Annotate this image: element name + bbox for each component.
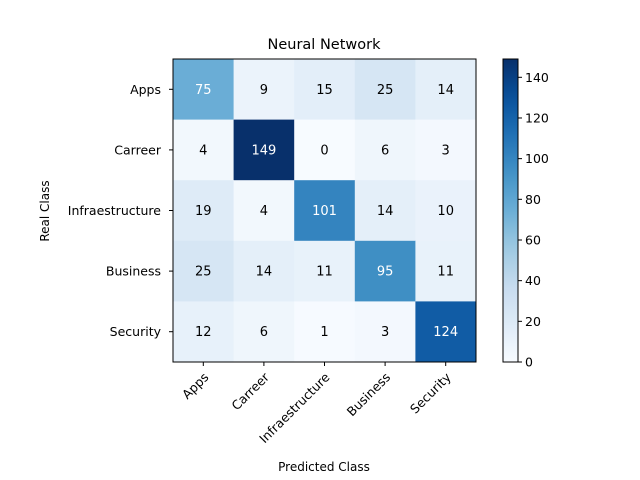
heatmap-cell [415, 180, 477, 242]
cell-value-label: 14 [256, 265, 273, 280]
heatmap-cell [415, 240, 477, 302]
cell-value-label: 14 [377, 204, 394, 219]
cell-value-label: 25 [377, 83, 394, 98]
heatmap-cell [415, 301, 477, 363]
y-axis: Apps Carreer Infraestructure Business Securi… [68, 82, 173, 339]
heatmap-cell [354, 301, 416, 363]
cell-value-label: 6 [381, 143, 389, 158]
cell-value-label: 9 [260, 83, 268, 98]
heatmap-cell [294, 301, 356, 363]
heatmap-cell [173, 240, 234, 302]
chart-title: Neural Network [268, 37, 382, 53]
colorbar-tick-label: 120 [525, 110, 549, 125]
heatmap-cell [233, 119, 295, 181]
cell-value-label: 101 [312, 204, 337, 219]
cell-value-label: 12 [195, 325, 212, 340]
y-tick-label: Infraestructure [68, 203, 162, 218]
heatmap-cell [354, 180, 416, 242]
x-tick-label: Business [344, 370, 394, 420]
y-tick-label: Carreer [114, 142, 162, 157]
heatmap-cell [173, 180, 234, 242]
heatmap-cell [233, 301, 295, 363]
cell-value-label: 19 [195, 204, 212, 219]
cell-value-label: 11 [316, 265, 333, 280]
x-axis-label: Predicted Class [278, 460, 370, 474]
cell-value-label: 6 [260, 325, 268, 340]
colorbar-tick-label: 100 [525, 151, 549, 166]
heatmap-cell [354, 59, 416, 120]
heatmap-cell [294, 180, 356, 242]
heatmap-cell [354, 240, 416, 302]
cell-value-label: 3 [381, 325, 389, 340]
heatmap-cell [233, 240, 295, 302]
colorbar: 0 20 40 60 80 100 120 140 [502, 58, 549, 370]
colorbar-tick-label: 20 [525, 314, 541, 329]
heatmap-cell [415, 119, 477, 181]
colorbar-tick-label: 0 [525, 355, 533, 370]
heatmap-cell [354, 119, 416, 181]
cell-value-label: 3 [442, 143, 450, 158]
colorbar-gradient [502, 58, 519, 363]
heatmap-cell [294, 240, 356, 302]
cell-value-label: 25 [195, 265, 212, 280]
x-tick-label: Apps [179, 370, 211, 402]
heatmap-cell [233, 59, 295, 120]
cell-value-label: 10 [437, 204, 454, 219]
cell-value-label: 0 [320, 143, 328, 158]
colorbar-tick-label: 140 [525, 70, 549, 85]
heatmap-cells [173, 59, 477, 363]
heatmap-cell [173, 119, 234, 181]
cell-value-label: 75 [195, 83, 212, 98]
y-tick-label: Security [110, 324, 162, 339]
cell-value-label: 149 [251, 143, 276, 158]
cell-value-label: 4 [260, 204, 268, 219]
cell-value-label: 14 [437, 83, 454, 98]
y-tick-label: Apps [130, 82, 161, 97]
y-tick-label: Business [106, 264, 161, 279]
heatmap-cell-labels: 75 9 15 25 14 4 149 0 6 3 19 4 101 14 10 25 14 11 95 11 12 6 1… [195, 83, 458, 340]
cell-value-label: 1 [320, 325, 328, 340]
cell-value-label: 11 [437, 265, 454, 280]
colorbar-tick-label: 40 [525, 273, 541, 288]
heatmap-cell [173, 59, 234, 120]
cell-value-label: 124 [433, 325, 458, 340]
cell-value-label: 95 [377, 265, 394, 280]
cell-value-label: 4 [199, 143, 207, 158]
colorbar-tick-label: 80 [525, 192, 541, 207]
x-tick-label: Carreer [228, 369, 272, 413]
heatmap-cell [415, 59, 477, 120]
heatmap-cell [233, 180, 295, 242]
y-axis-label: Real Class [38, 180, 52, 241]
colorbar-tick-label: 60 [525, 232, 541, 247]
heatmap-cell [294, 59, 356, 120]
heatmap-cell [294, 119, 356, 181]
heatmap-cell [173, 301, 234, 363]
cell-value-label: 15 [316, 83, 333, 98]
x-tick-label: Security [407, 369, 454, 416]
